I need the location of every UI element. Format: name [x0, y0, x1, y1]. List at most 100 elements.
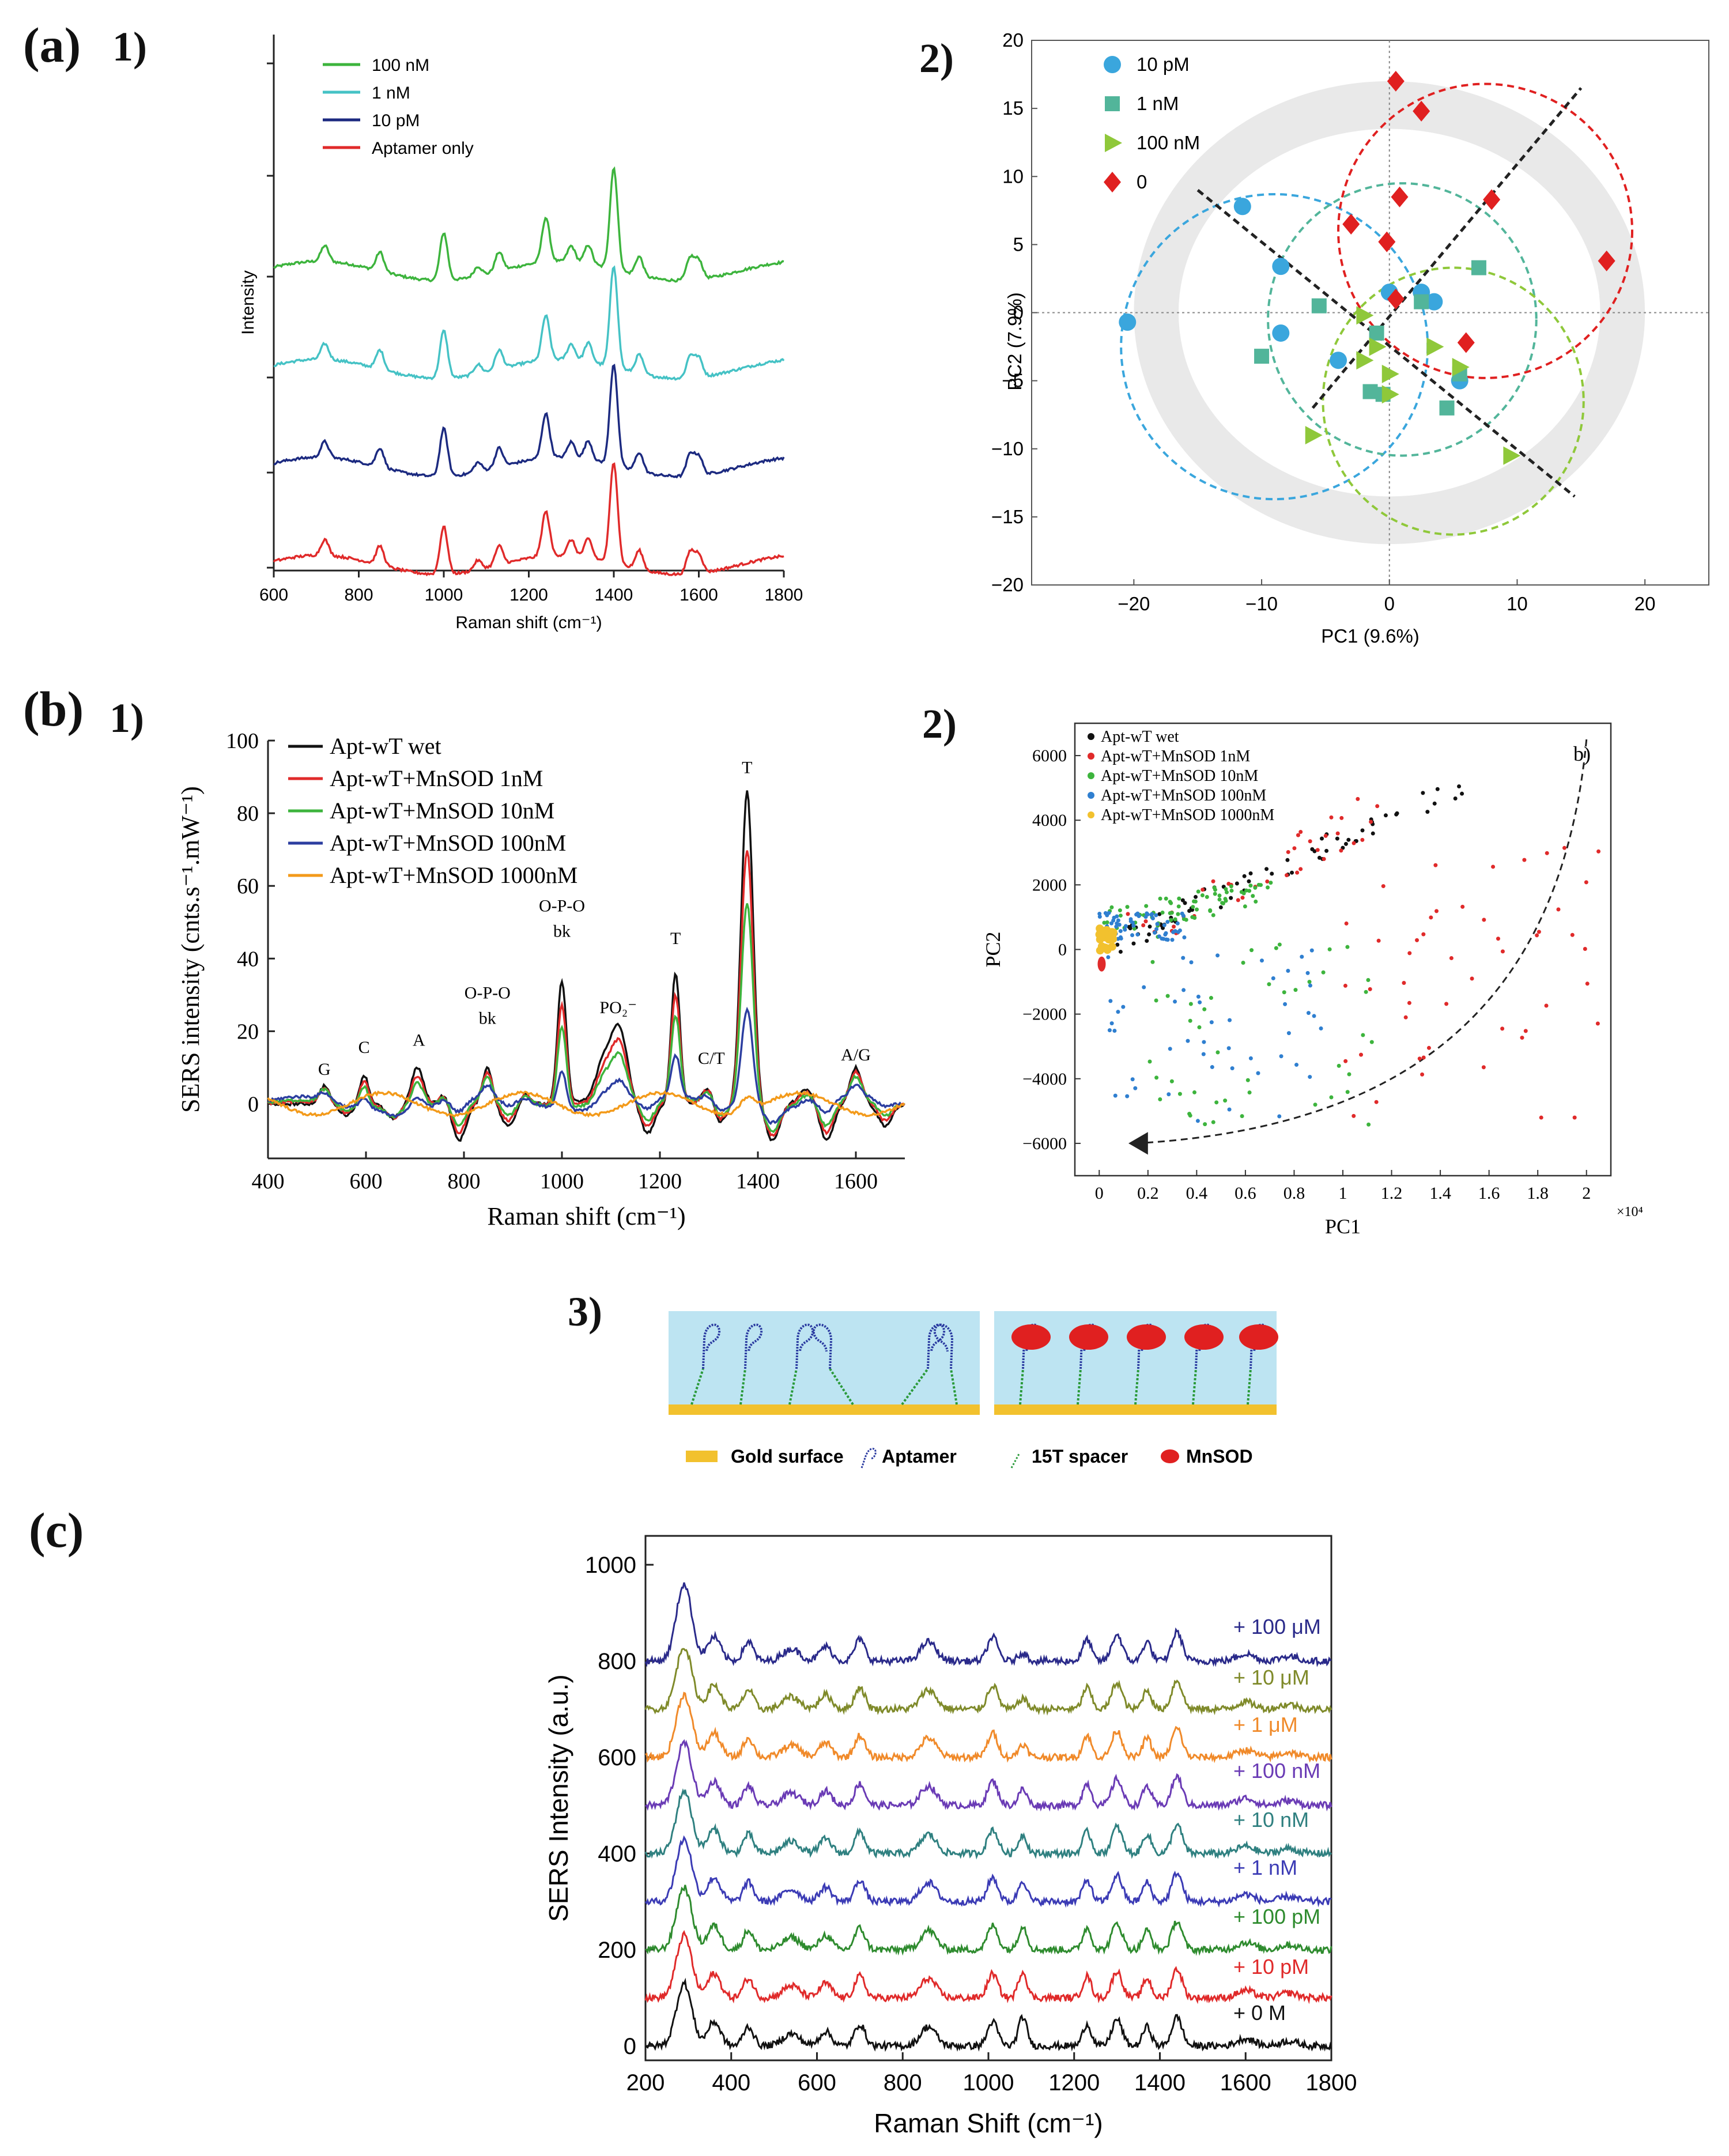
b2-point-10nm: [1345, 945, 1350, 949]
b1-y-tick-label: 100: [226, 729, 259, 753]
b1-legend-label: Apt-wT wet: [330, 733, 441, 759]
b2-point-1nm: [1415, 938, 1420, 942]
a2-x-label: PC1 (9.6%): [1321, 625, 1420, 647]
b2-point-wet: [1270, 871, 1274, 876]
b2-point-100nm: [1181, 956, 1186, 960]
b2-point-wet: [1157, 912, 1162, 916]
c-series-label: + 1 nM: [1233, 1856, 1297, 1879]
b1-annotation: PO₂⁻: [599, 998, 637, 1017]
b2-point-100nm: [1248, 1056, 1253, 1060]
b2-point-1nm: [1585, 981, 1590, 986]
b2-point-1nm: [1491, 864, 1496, 869]
b2-point-10nm: [1213, 892, 1217, 896]
b2-point-1nm: [1352, 1113, 1356, 1118]
b2-point-10nm: [1214, 1100, 1219, 1105]
b2-point-100nm: [1123, 927, 1127, 932]
b2-point-10nm: [1191, 905, 1195, 909]
a2-point-circle: [1425, 293, 1443, 311]
b2-point-10nm: [1209, 996, 1213, 1000]
b2-point-1nm: [1545, 851, 1549, 855]
a2-y-tick-label: 0: [1013, 302, 1024, 323]
b2-point-10nm: [1205, 894, 1209, 899]
b2-point-wet: [1383, 813, 1388, 818]
b2-point-1nm: [1403, 1015, 1408, 1020]
b2-point-100nm: [1135, 911, 1140, 916]
b2-point-wet: [1147, 924, 1152, 929]
b2-point-wet: [1247, 879, 1251, 883]
b1-y-tick-label: 20: [237, 1020, 259, 1044]
a2-legend-marker: [1104, 56, 1121, 73]
b2-point-100nm: [1230, 1066, 1235, 1071]
b2-y-tick-label: 6000: [1032, 746, 1067, 765]
b2-point-1nm: [1556, 907, 1561, 912]
schematic-left-box: [669, 1311, 980, 1415]
b2-point-1nm: [1172, 924, 1176, 929]
b2-y-tick-label: −2000: [1022, 1005, 1067, 1024]
b2-point-1nm: [1421, 932, 1426, 937]
b2-point-wet: [1360, 828, 1365, 833]
b2-point-100nm: [1135, 932, 1140, 937]
c-x-tick-label: 200: [626, 2070, 665, 2095]
a2-point-triangle: [1369, 337, 1387, 356]
b2-point-10nm: [1229, 888, 1234, 893]
a2-point-diamond: [1342, 213, 1360, 235]
b2-point-1nm: [1429, 915, 1433, 920]
b2-point-100nm: [1173, 929, 1177, 934]
b2-point-1nm: [1322, 856, 1326, 861]
b2-point-10nm: [1188, 1018, 1192, 1023]
b2-point-1nm: [1539, 1115, 1543, 1120]
b2-point-1nm: [1343, 983, 1347, 988]
c-y-label: SERS Intensity (a.u.): [543, 1674, 573, 1922]
b2-point-1nm: [1298, 830, 1303, 835]
c-x-tick-label: 1200: [1048, 2070, 1100, 2095]
b2-point-wet: [1425, 810, 1430, 814]
b2-point-1nm: [1374, 1100, 1379, 1104]
a2-legend-marker: [1104, 172, 1121, 192]
b2-legend-marker: [1088, 792, 1094, 799]
mnsod-label: MnSOD: [1186, 1446, 1253, 1467]
b1-annotation: C/T: [698, 1049, 725, 1068]
b2-point-100nm: [1107, 1028, 1112, 1033]
b2-point-1nm: [1583, 946, 1587, 951]
b2-point-100nm: [1227, 1107, 1232, 1112]
b2-point-100nm: [1202, 1040, 1206, 1044]
b1-annotation: G: [318, 1060, 331, 1079]
b2-point-100nm: [1173, 999, 1177, 1004]
b2-point-100nm: [1201, 1052, 1206, 1056]
b2-point-wet: [1335, 836, 1339, 841]
b2-point-10nm: [1165, 994, 1170, 998]
b2-point-100nm: [1109, 1021, 1114, 1026]
a2-point-diamond: [1387, 288, 1405, 309]
b2-point-wet: [1194, 894, 1198, 899]
b2-point-1nm: [1596, 849, 1601, 854]
b2-point-1nm: [1420, 1072, 1425, 1077]
b2-point-100nm: [1308, 983, 1312, 988]
c-x-tick-label: 1400: [1134, 2070, 1186, 2095]
b2-point-100nm: [1133, 1086, 1138, 1090]
b2-point-10nm: [1277, 942, 1282, 947]
b1-y-label: SERS intensity (cnts.s⁻¹.mW⁻¹): [176, 786, 205, 1113]
b1-y-tick-label: 80: [237, 802, 259, 826]
b2-point-10nm: [1173, 917, 1177, 922]
b2-point-10nm: [1251, 894, 1255, 898]
schematic-mnsod: [1069, 1324, 1108, 1350]
b2-point-100nm: [1113, 1093, 1118, 1098]
panel-label-b1: 1): [110, 695, 144, 741]
a2-x-tick-label: 10: [1507, 593, 1528, 614]
b1-legend-label: Apt-wT+MnSOD 10nM: [330, 798, 554, 824]
b2-point-10nm: [1190, 915, 1195, 919]
b2-point-100nm: [1182, 935, 1187, 940]
a1-x-tick-label: 1400: [595, 586, 633, 605]
b2-point-1nm: [1433, 863, 1438, 867]
a1-x-tick-label: 600: [259, 586, 288, 605]
b2-x-label: PC1: [1325, 1215, 1361, 1238]
schematic-right-gold: [994, 1404, 1277, 1415]
b2-point-10nm: [1144, 904, 1149, 908]
b2-point-10nm: [1269, 881, 1273, 885]
schematic-aptamer: [795, 1323, 814, 1369]
b2-point-100nm: [1319, 1026, 1323, 1030]
a2-point-square: [1471, 260, 1486, 275]
a2-legend-label: 10 pM: [1137, 54, 1190, 75]
b2-point-1nm: [1285, 873, 1289, 878]
b2-point-10nm: [1105, 920, 1109, 925]
